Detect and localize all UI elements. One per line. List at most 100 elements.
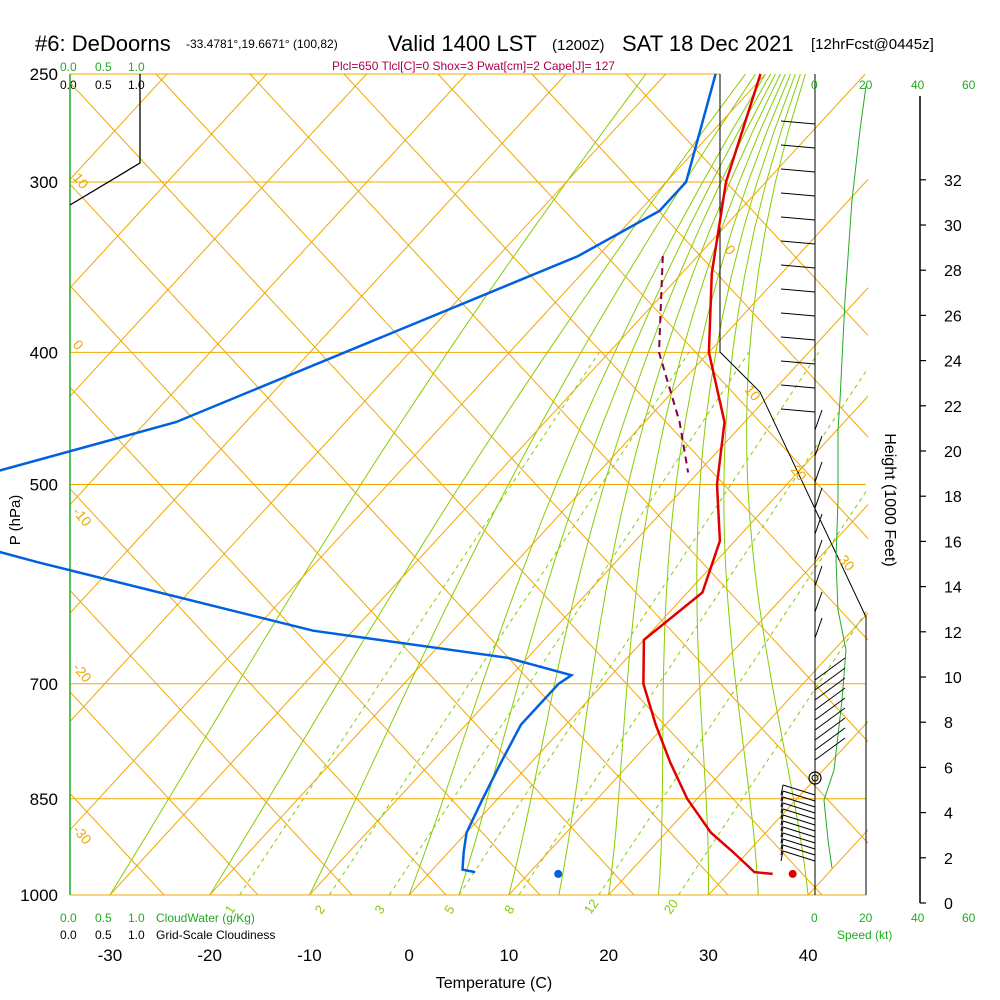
pressure-label-250: 250 [30,65,58,84]
wind-barb-flag [780,838,784,850]
wind-barb [782,826,816,838]
mixing-ratio-label-3: 3 [371,902,387,917]
temperature-tick--30: -30 [98,946,123,965]
moist-adiabat-line [608,74,786,895]
wind-barb-flag [780,826,784,838]
plot-right-border [719,74,867,895]
cloudwater-label: CloudWater (g/Kg) [156,911,255,925]
wind-barb [782,850,816,862]
wind-barb [782,820,816,832]
wind-barb [814,737,846,761]
pressure-label-400: 400 [30,343,58,362]
height-tick-30: 30 [944,218,962,235]
height-tick-12: 12 [944,625,962,642]
wind-barb [780,360,816,365]
dry-adiabat-line [70,589,353,895]
pressure-label-300: 300 [30,173,58,192]
wind-barb [780,240,816,245]
cloudiness-profile [69,74,141,206]
wind-barb [814,677,846,701]
mixing-ratio-labels: 1 2 3 5 8 12 20 [222,896,681,916]
wind-speed-profile [823,85,867,869]
isotherm-line [908,74,1000,895]
wind-barb-flag [780,844,784,856]
wind-barb [780,168,816,173]
cloud-scale-top-green-0: 0.0 [60,60,77,74]
moist-adiabat-line [508,74,776,895]
cloud-scale-top: 0.0 0.5 1.0 0.0 0.5 1.0 [60,60,145,92]
wind-barb [782,784,816,796]
forecast-run: [12hrFcst@0445z] [811,36,934,53]
speed-tick-top-60: 60 [962,78,976,92]
wind-barb [780,192,816,197]
wind-barb [814,657,846,681]
speed-tick-top-0: 0 [811,78,818,92]
station-title: #6: DeDoorns [35,31,171,56]
wind-barb [782,844,816,856]
height-tick-28: 28 [944,263,962,280]
wind-barb [780,312,816,317]
wind-barb [780,288,816,293]
isotherm-line [608,612,868,895]
mixing-ratio-label-8: 8 [501,902,517,917]
pressure-label-850: 850 [30,790,58,809]
y-axis-label: P (hPa) [7,495,24,546]
height-tick-24: 24 [944,354,962,371]
wind-barb-flag [780,796,784,808]
temperature-tick-20: 20 [599,946,618,965]
isotherm-label: -20 [70,660,95,686]
isotherm-line [70,74,367,397]
dry-adiabat-line [70,488,447,895]
valid-time: Valid 1400 LST [388,31,537,56]
wind-barb [780,384,816,389]
forecast-date: SAT 18 Dec 2021 [622,31,794,56]
wind-barb [780,144,816,149]
wind-barb [814,667,846,691]
cloud-scale-bottom-black-1: 0.5 [95,928,112,942]
cloud-scale-bottom-green-0: 0.0 [60,911,77,925]
pressure-label-700: 700 [30,675,58,694]
surface-dewpoint-point [554,869,563,878]
moist-adiabat-line [746,74,809,895]
moist-adiabat-line [408,74,766,895]
mixing-ratio-label-20: 20 [661,896,682,916]
isotherm-line [708,720,868,895]
isotherm-label: 10 [742,382,764,404]
cloud-scale-bottom-green-2: 1.0 [128,911,145,925]
parcel-path [657,256,690,473]
temperature-profile [642,73,773,876]
moist-adiabat-line [696,74,796,895]
wind-barb [782,832,816,844]
moist-adiabat-line [308,74,756,895]
wind-barb [782,802,816,814]
cloud-scale-top-black-1: 0.5 [95,78,112,92]
height-tick-10: 10 [944,670,962,687]
wind-barb [814,461,823,483]
wind-barb [814,409,823,431]
wind-barb-flag [780,850,784,862]
height-tick-14: 14 [944,580,962,597]
temperature-tick-10: 10 [499,946,518,965]
cloud-scale-bottom: 0.0 0.5 1.0 CloudWater (g/Kg) 0.0 0.5 1.… [60,911,275,942]
cloud-scale-bottom-black-0: 0.0 [60,928,77,942]
temperature-tick--20: -20 [197,946,222,965]
isobars [70,73,866,896]
wind-barb [814,513,823,535]
mixing-ratio-line [598,487,868,895]
pressure-label-1000: 1000 [20,886,58,905]
speed-axis-label: Speed (kt) [837,928,892,942]
cloud-scale-bottom-black-2: 1.0 [128,928,145,942]
pressure-label-500: 500 [30,476,58,495]
dewpoint-profile [0,73,717,874]
speed-tick-bottom-0: 0 [811,911,818,925]
wind-barb [814,487,823,509]
cloud-scale-top-green-2: 1.0 [128,60,145,74]
isotherm-line [70,74,268,289]
mixing-ratio-label-2: 2 [312,902,328,917]
wind-barb [782,796,816,808]
mixing-ratio-line [388,352,750,895]
temperature-tick-30: 30 [699,946,718,965]
wind-barb [814,617,823,639]
